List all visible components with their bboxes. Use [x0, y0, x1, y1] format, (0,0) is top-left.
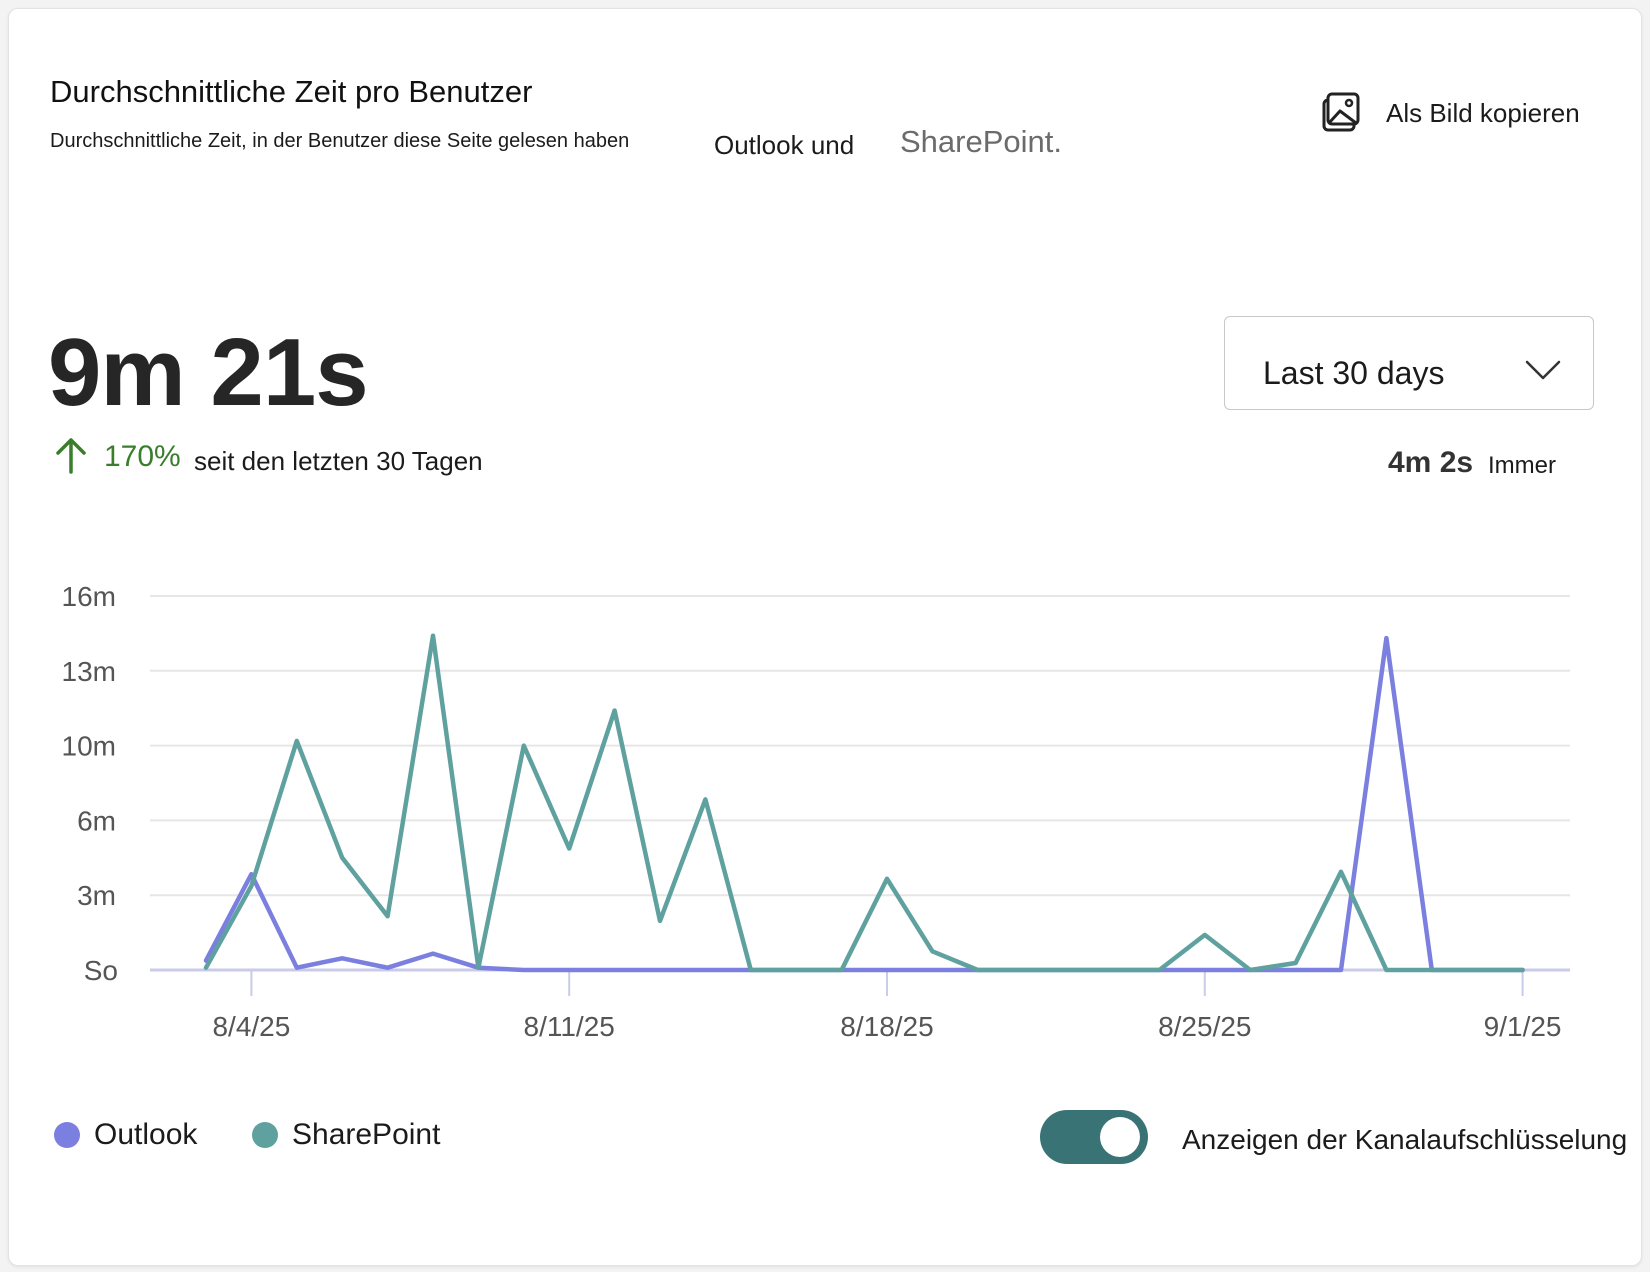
chevron-down-icon	[1525, 360, 1561, 380]
chart-series	[203, 633, 1525, 973]
channel-breakdown-toggle[interactable]	[1040, 1110, 1148, 1164]
card-title: Durchschnittliche Zeit pro Benutzer	[50, 74, 533, 109]
copy-as-image-button[interactable]: Als Bild kopieren	[1318, 88, 1580, 138]
y-tick-label: 3m	[77, 880, 116, 911]
copy-as-image-label: Als Bild kopieren	[1386, 97, 1580, 128]
period-dropdown[interactable]: Last 30 days	[1224, 316, 1594, 410]
series-line-sharepoint	[203, 633, 1525, 973]
average-time-value: 9m 21s	[48, 319, 369, 426]
x-tick-label: 8/4/25	[212, 1011, 290, 1042]
arrow-up-icon	[56, 438, 86, 474]
chart-grid	[150, 595, 1570, 972]
period-dropdown-value: Last 30 days	[1263, 355, 1445, 391]
x-tick-label: 8/25/25	[1158, 1011, 1251, 1042]
trend-description: seit den letzten 30 Tagen	[194, 446, 483, 476]
x-tick-label: 8/11/25	[524, 1011, 615, 1042]
series-line-outlook	[203, 635, 1525, 973]
legend-dot-outlook	[54, 1122, 80, 1148]
y-tick-label: 6m	[77, 805, 116, 836]
y-tick-label: 10m	[62, 731, 116, 762]
y-tick-label: So	[84, 955, 118, 986]
image-icon	[1322, 92, 1360, 132]
x-tick-label: 9/1/25	[1484, 1011, 1562, 1042]
card-subtitle: Durchschnittliche Zeit, in der Benutzer …	[50, 130, 630, 152]
legend-label-sharepoint: SharePoint	[292, 1118, 441, 1151]
legend-item-sharepoint[interactable]: SharePoint	[252, 1118, 440, 1152]
subtitle-outlook: Outlook und	[714, 130, 855, 160]
chart-card	[8, 8, 1642, 1266]
alltime-value: 4m 2s	[1388, 446, 1474, 479]
chart-axes: So 3m 6m 10m 13m 16m 8/4/25 8/11/25 8/18/25 8/25/…	[62, 581, 1562, 1042]
legend-label-outlook: Outlook	[94, 1118, 198, 1151]
legend-dot-sharepoint	[252, 1122, 278, 1148]
y-tick-label: 13m	[62, 656, 116, 687]
subtitle-sharepoint: SharePoint.	[900, 124, 1062, 159]
x-tick-label: 8/18/25	[840, 1011, 933, 1042]
channel-breakdown-label: Anzeigen der Kanalaufschlüsselung	[1182, 1124, 1628, 1155]
alltime-label: Immer	[1488, 452, 1556, 479]
legend-item-outlook[interactable]: Outlook	[54, 1118, 197, 1152]
trend-percentage: 170%	[104, 440, 181, 473]
toggle-knob	[1100, 1117, 1140, 1157]
y-tick-label: 16m	[62, 581, 116, 612]
